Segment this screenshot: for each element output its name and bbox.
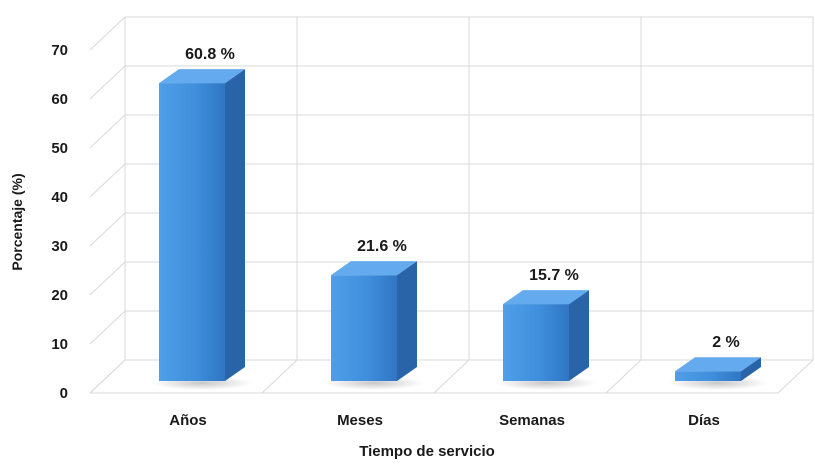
y-axis-title: Porcentaje (%) [9, 173, 25, 270]
x-tick-label: Meses [337, 412, 383, 429]
y-tick-label: 0 [60, 385, 68, 402]
y-tick-labels: 0 10 20 30 40 50 60 70 [51, 42, 68, 402]
gridline-side [89, 114, 126, 149]
bar-front-face [331, 275, 397, 381]
x-tick-labels: Años Meses Semanas Días [169, 412, 720, 429]
x-tick-label: Años [169, 412, 207, 429]
data-label: 21.6 % [357, 238, 407, 255]
gridline-side [89, 212, 126, 247]
data-label: 60.8 % [185, 46, 235, 63]
bar-side-face [225, 69, 245, 381]
gridline-floor [605, 359, 642, 394]
bar-front-face [675, 371, 741, 381]
bar-1 [152, 69, 252, 390]
y-tick-label: 30 [51, 238, 68, 255]
bar-side-face [569, 290, 589, 381]
y-tick-label: 50 [51, 140, 68, 157]
data-labels: 60.8 % 21.6 % 15.7 % 2 % [185, 46, 740, 351]
bars [152, 69, 768, 390]
x-tick-label: Días [688, 412, 720, 429]
gridline-floor [89, 359, 126, 394]
bar-front-face [503, 304, 569, 381]
x-axis-title: Tiempo de servicio [359, 443, 495, 460]
gridline-side [89, 65, 126, 100]
gridline-floor [433, 359, 470, 394]
x-tick-label: Semanas [499, 412, 565, 429]
gridline-side [89, 16, 126, 51]
y-tick-label: 60 [51, 91, 68, 108]
gridline-side [89, 310, 126, 345]
y-tick-label: 10 [51, 336, 68, 353]
data-label: 15.7 % [529, 267, 579, 284]
bar-top-face [503, 290, 589, 305]
bar-2 [324, 261, 424, 390]
bar-side-face [397, 261, 417, 381]
y-tick-label: 70 [51, 42, 68, 59]
gridline-side [89, 261, 126, 296]
y-tick-label: 20 [51, 287, 68, 304]
bar-top-face [159, 69, 245, 84]
bar-top-face [675, 357, 761, 372]
bar-front-face [159, 83, 225, 381]
data-label: 2 % [712, 334, 740, 351]
gridline-floor [777, 359, 814, 394]
bar-side-face [741, 357, 761, 381]
y-tick-label: 40 [51, 189, 68, 206]
bar-top-face [331, 261, 417, 276]
bar-4 [668, 357, 768, 390]
gridline-floor [261, 359, 298, 394]
gridline-side [89, 163, 126, 198]
bar-3 [496, 290, 596, 390]
